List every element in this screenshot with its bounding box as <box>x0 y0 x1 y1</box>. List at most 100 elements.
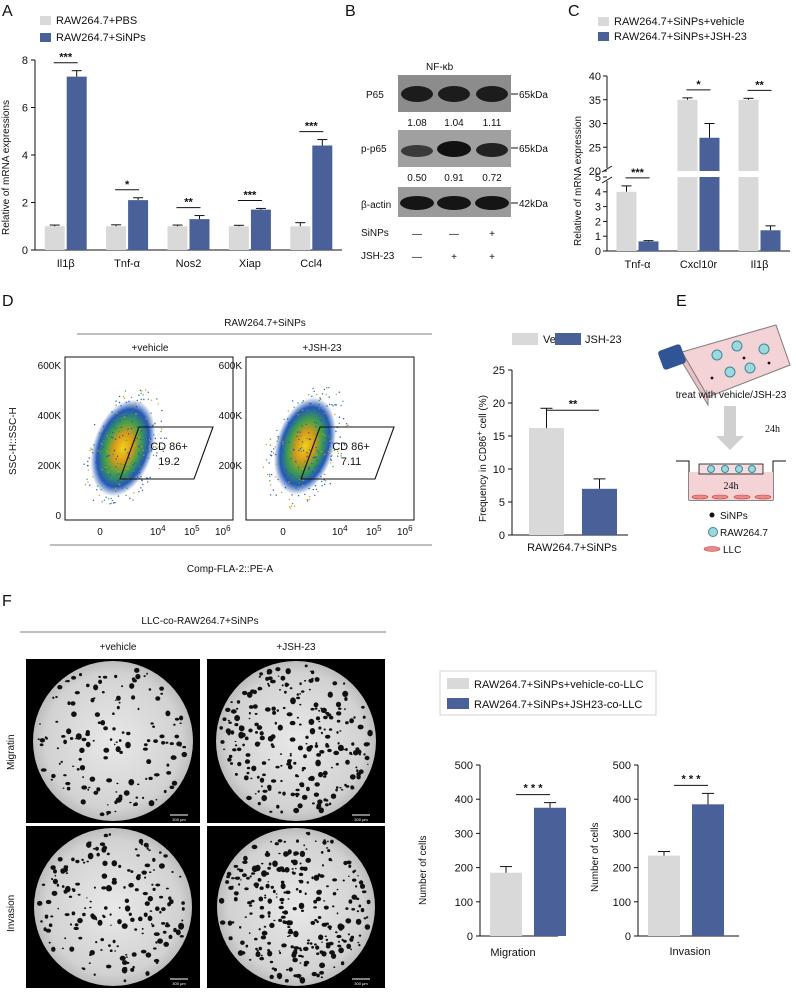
stained-cell <box>128 912 132 916</box>
event-dot <box>338 422 340 424</box>
x-tick-label: Il1β <box>57 258 75 270</box>
stained-cell <box>87 852 94 860</box>
y-tick: 400K <box>219 411 243 422</box>
stained-cell <box>137 874 141 877</box>
panel-f-legend: RAW264.7+SiNPs+vehicle-co-LLC RAW264.7+S… <box>439 670 657 716</box>
stained-cell <box>37 738 40 741</box>
stained-cell <box>61 735 66 738</box>
event-dot <box>306 500 309 502</box>
stained-cell <box>157 938 164 944</box>
event-dot <box>110 436 113 438</box>
stained-cell <box>320 851 324 854</box>
stained-cell <box>240 732 246 738</box>
stained-cell <box>318 771 324 778</box>
stained-cell <box>356 774 361 780</box>
stained-cell <box>283 840 287 843</box>
event-dot <box>141 489 144 491</box>
stained-cell <box>222 748 226 750</box>
stained-cell <box>320 707 323 709</box>
stained-cell <box>280 764 283 767</box>
event-dot <box>319 404 321 407</box>
bar-pbs <box>44 226 65 250</box>
significance-label: ** <box>755 79 764 91</box>
stained-cell <box>89 900 92 903</box>
event-dot <box>120 426 123 428</box>
event-dot <box>314 485 317 487</box>
stained-cell <box>103 756 108 760</box>
stained-cell <box>69 923 73 926</box>
event-dot <box>113 450 115 452</box>
event-dot <box>313 421 316 423</box>
event-dot <box>292 488 294 490</box>
event-dot <box>147 457 150 459</box>
event-dot <box>101 450 104 452</box>
event-dot <box>302 449 305 452</box>
stained-cell <box>264 894 267 897</box>
panel-label-e: E <box>676 293 687 310</box>
stained-cell <box>309 942 313 945</box>
event-dot <box>324 435 326 437</box>
stained-cell <box>82 776 84 779</box>
x-tick: 0 <box>280 527 286 538</box>
stained-cell <box>89 776 96 782</box>
bar-sinps <box>128 200 149 250</box>
event-dot <box>133 407 136 409</box>
stained-cell <box>270 679 276 684</box>
stained-cell <box>164 923 171 928</box>
stained-cell <box>350 785 354 789</box>
event-dot <box>114 488 116 490</box>
event-dot <box>113 421 116 424</box>
stained-cell <box>244 759 251 764</box>
stained-cell <box>297 803 303 809</box>
stained-cell <box>153 958 160 963</box>
stained-cell <box>322 840 327 845</box>
stained-cell <box>220 920 226 925</box>
y-tick-label: 15 <box>493 431 505 443</box>
stained-cell <box>155 883 161 887</box>
stained-cell <box>178 922 185 930</box>
stained-cell <box>349 718 354 724</box>
stained-cell <box>158 863 165 869</box>
event-dot <box>111 411 113 413</box>
stained-cell <box>55 696 58 698</box>
blot-row-label-pp65: p-p65 <box>361 144 387 155</box>
stained-cell <box>361 705 365 709</box>
stained-cell <box>291 871 295 874</box>
event-dot <box>107 471 109 473</box>
event-dot <box>122 464 124 466</box>
event-dot <box>329 442 331 444</box>
stained-cell <box>163 789 167 794</box>
event-dot <box>320 419 322 422</box>
event-dot <box>115 404 117 406</box>
event-dot <box>98 460 100 462</box>
event-dot <box>161 409 163 412</box>
stained-cell <box>348 875 350 877</box>
event-dot <box>275 453 277 456</box>
panel-label-b: B <box>345 3 356 20</box>
event-dot <box>140 398 142 400</box>
stained-cell <box>71 857 75 862</box>
event-dot <box>106 450 109 453</box>
stained-cell <box>306 745 312 752</box>
event-dot <box>340 404 342 407</box>
blot-title: NF-κb <box>426 62 454 73</box>
cell-stain-dots-4 <box>218 831 371 984</box>
llc-cell <box>733 494 751 500</box>
stained-cell <box>67 701 71 706</box>
legend-raw: RAW264.7 <box>720 528 768 539</box>
stained-cell <box>255 952 261 958</box>
event-dot <box>120 482 123 485</box>
stained-cell <box>323 905 329 910</box>
event-dot <box>138 454 140 456</box>
stained-cell <box>355 766 358 769</box>
stained-cell <box>282 791 286 796</box>
stained-cell <box>150 923 153 925</box>
stained-cell <box>280 779 283 783</box>
event-dot <box>327 413 329 415</box>
event-dot <box>96 485 99 487</box>
schematic-time-1: 24h <box>765 424 780 435</box>
stained-cell <box>275 667 281 672</box>
stained-cell <box>269 974 274 980</box>
stained-cell <box>89 906 92 909</box>
event-dot <box>315 393 318 396</box>
